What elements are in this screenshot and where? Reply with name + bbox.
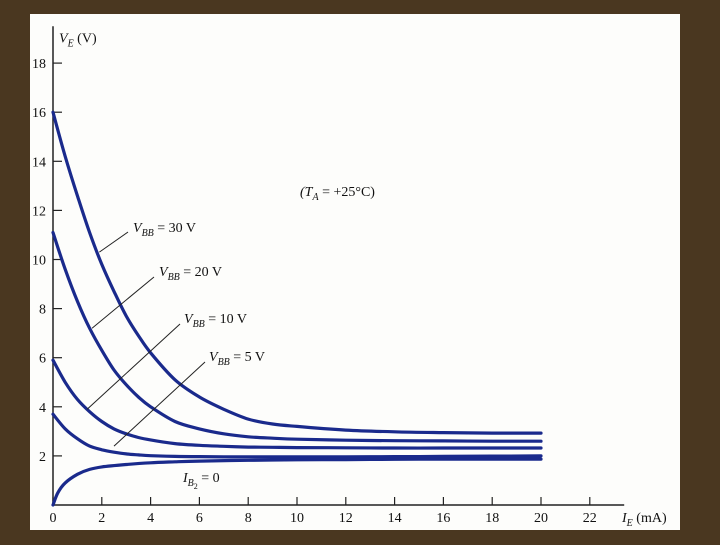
y-tick-label: 14 <box>32 155 46 170</box>
x-tick-label: 16 <box>436 511 450 526</box>
y-axis-title: VE (V) <box>59 31 97 49</box>
series-vbb-30v-leader <box>99 231 129 253</box>
y-tick-label: 18 <box>32 57 46 72</box>
x-tick-label: 8 <box>245 511 252 526</box>
x-tick-label: 18 <box>485 511 499 526</box>
labels: VBB = 30 V VBB = 20 V VBB = 10 V VBB = 5 V I… <box>86 185 375 491</box>
chart-paper <box>30 14 680 530</box>
series-vbb-20v-leader <box>91 276 155 329</box>
series-vbb-5v-line <box>51 412 543 459</box>
x-tick-label: 14 <box>388 511 402 526</box>
series-ib2-0-line <box>51 457 543 507</box>
y-tick-label: 2 <box>39 450 46 465</box>
x-tick-label: 22 <box>583 511 597 526</box>
series-ib2-0-label: IB2 = 0 <box>182 471 220 491</box>
series-vbb-10v-line <box>51 358 543 450</box>
curves <box>51 110 543 507</box>
y-tick-label: 6 <box>39 352 46 367</box>
series-vbb-5v-leader <box>113 361 206 447</box>
x-tick-label: 0 <box>50 511 57 526</box>
temperature-annotation: (TA = +25°C) <box>300 185 375 203</box>
y-tick-label: 8 <box>39 303 46 318</box>
x-tick-label: 10 <box>290 511 304 526</box>
series-vbb-20v-label: VBB = 20 V <box>159 265 222 283</box>
series-vbb-5v-label: VBB = 5 V <box>209 350 265 368</box>
y-tick-label: 12 <box>32 204 46 219</box>
y-tick-label: 16 <box>32 106 46 121</box>
series-vbb-30v-line <box>51 110 543 435</box>
y-tick-label: 4 <box>39 401 46 416</box>
series-vbb-20v-line <box>51 230 543 443</box>
x-tick-label: 20 <box>534 511 548 526</box>
y-tick-label: 10 <box>32 254 46 269</box>
x-tick-label: 6 <box>196 511 203 526</box>
series-vbb-10v-label: VBB = 10 V <box>184 312 247 330</box>
series-vbb-30v-label: VBB = 30 V <box>133 221 196 239</box>
x-tick-label: 12 <box>339 511 353 526</box>
x-axis-title: IE (mA) <box>621 511 667 529</box>
x-tick-label: 2 <box>98 511 105 526</box>
series-vbb-10v-leader <box>86 323 181 410</box>
x-tick-label: 4 <box>147 511 154 526</box>
